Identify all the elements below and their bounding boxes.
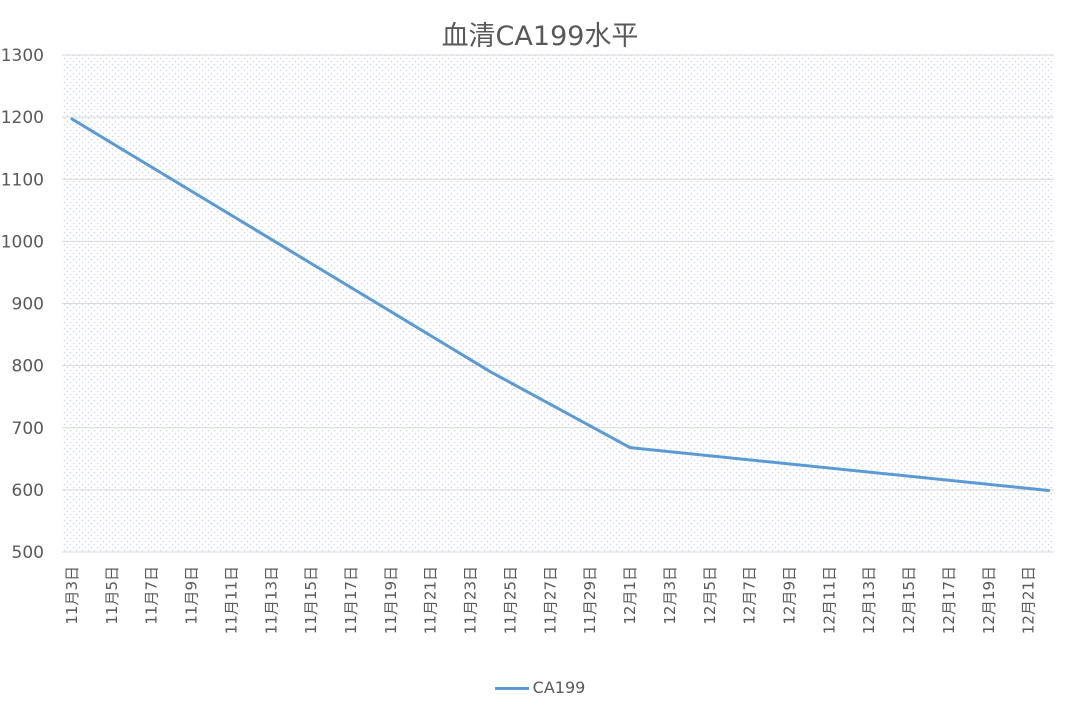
x-tick-label: 11月17日 [342,566,360,634]
x-tick-label: 11月23日 [462,566,480,634]
x-axis: 11月3日 11月5日 11月7日 11月9日 11月11日 11月13日 11月15日 11… [63,566,1038,634]
x-tick-label: 11月3日 [63,566,81,625]
x-tick-label: 12月3日 [661,566,679,625]
x-tick-label: 11月29日 [581,566,599,634]
y-tick-label: 700 [12,419,44,439]
y-tick-label: 800 [12,357,44,377]
legend: CA199 [0,678,1080,697]
series-line-ca199 [70,117,1051,492]
x-tick-label: 12月13日 [860,566,878,634]
x-tick-label: 11月7日 [143,566,161,625]
gridlines [62,54,1054,553]
y-tick-label: 1100 [1,170,44,190]
x-tick-label: 11月11日 [222,566,240,634]
y-tick-label: 1000 [1,232,44,252]
legend-label: CA199 [532,678,586,697]
x-tick-label: 11月27日 [541,566,559,634]
legend-line-icon [494,687,529,690]
x-tick-label: 11月19日 [382,566,400,634]
x-tick-label: 11月15日 [302,566,320,634]
x-tick-label: 11月9日 [183,566,201,625]
x-tick-label: 12月21日 [1020,566,1038,634]
y-tick-label: 1200 [1,108,44,128]
x-tick-label: 11月13日 [262,566,280,634]
x-tick-label: 12月9日 [780,566,798,625]
x-tick-label: 11月21日 [422,566,440,634]
x-tick-label: 11月5日 [103,566,121,625]
y-axis: 500 600 700 800 900 1000 1100 1200 1300 [1,46,44,563]
y-tick-label: 600 [12,481,44,501]
y-tick-label: 500 [12,543,44,563]
x-tick-label: 12月17日 [940,566,958,634]
chart-title: 血清CA199水平 [441,21,639,52]
x-tick-label: 12月5日 [701,566,719,625]
x-tick-label: 12月19日 [980,566,998,634]
x-tick-label: 12月1日 [621,566,639,625]
x-tick-label: 12月7日 [741,566,759,625]
y-tick-label: 1300 [1,46,44,66]
x-tick-label: 12月15日 [900,566,918,634]
y-tick-label: 900 [12,295,44,315]
x-tick-label: 11月25日 [501,566,519,634]
x-tick-label: 12月11日 [820,566,838,634]
